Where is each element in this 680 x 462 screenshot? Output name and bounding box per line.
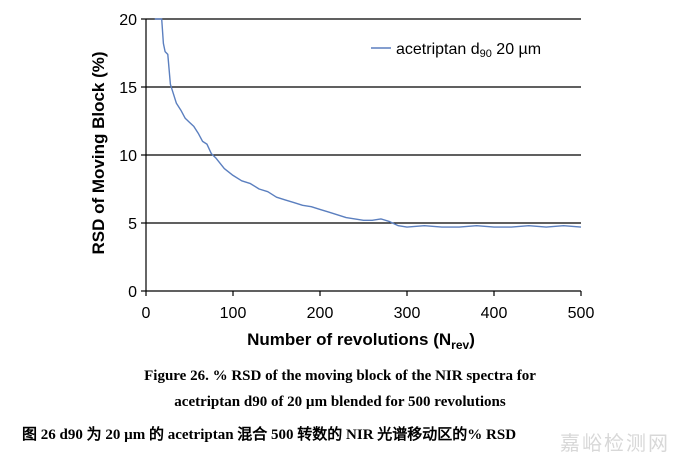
x-tick-label: 300 <box>394 305 421 322</box>
x-tick-label: 0 <box>142 305 151 322</box>
x-tick-label: 500 <box>568 305 595 322</box>
y-tick-label: 5 <box>128 216 137 233</box>
figure-caption-line-2: acetriptan d90 of 20 µm blended for 500 … <box>174 394 506 410</box>
y-tick-label: 20 <box>119 12 137 29</box>
series-layer <box>154 18 582 228</box>
y-tick-label: 10 <box>119 148 137 165</box>
x-tick-label: 200 <box>307 305 334 322</box>
legend: acetriptan d90 20 µm <box>371 41 541 60</box>
series-line <box>154 18 582 228</box>
x-tick-label: 400 <box>481 305 508 322</box>
x-tick-label: 100 <box>220 305 247 322</box>
watermark: 嘉峪检测网 <box>560 431 670 455</box>
y-tick-label: 0 <box>128 284 137 301</box>
y-axis-label: RSD of Moving Block (%) <box>89 51 108 254</box>
legend-label: acetriptan d90 20 µm <box>396 41 541 60</box>
x-axis-label: Number of revolutions (Nrev) <box>247 330 475 352</box>
gridlines <box>146 18 581 224</box>
figure-caption-chinese: 图 26 d90 为 20 µm 的 acetriptan 混合 500 转数的… <box>22 427 517 443</box>
figure-caption-line-1: Figure 26. % RSD of the moving block of … <box>144 368 536 384</box>
y-tick-label: 15 <box>119 80 137 97</box>
